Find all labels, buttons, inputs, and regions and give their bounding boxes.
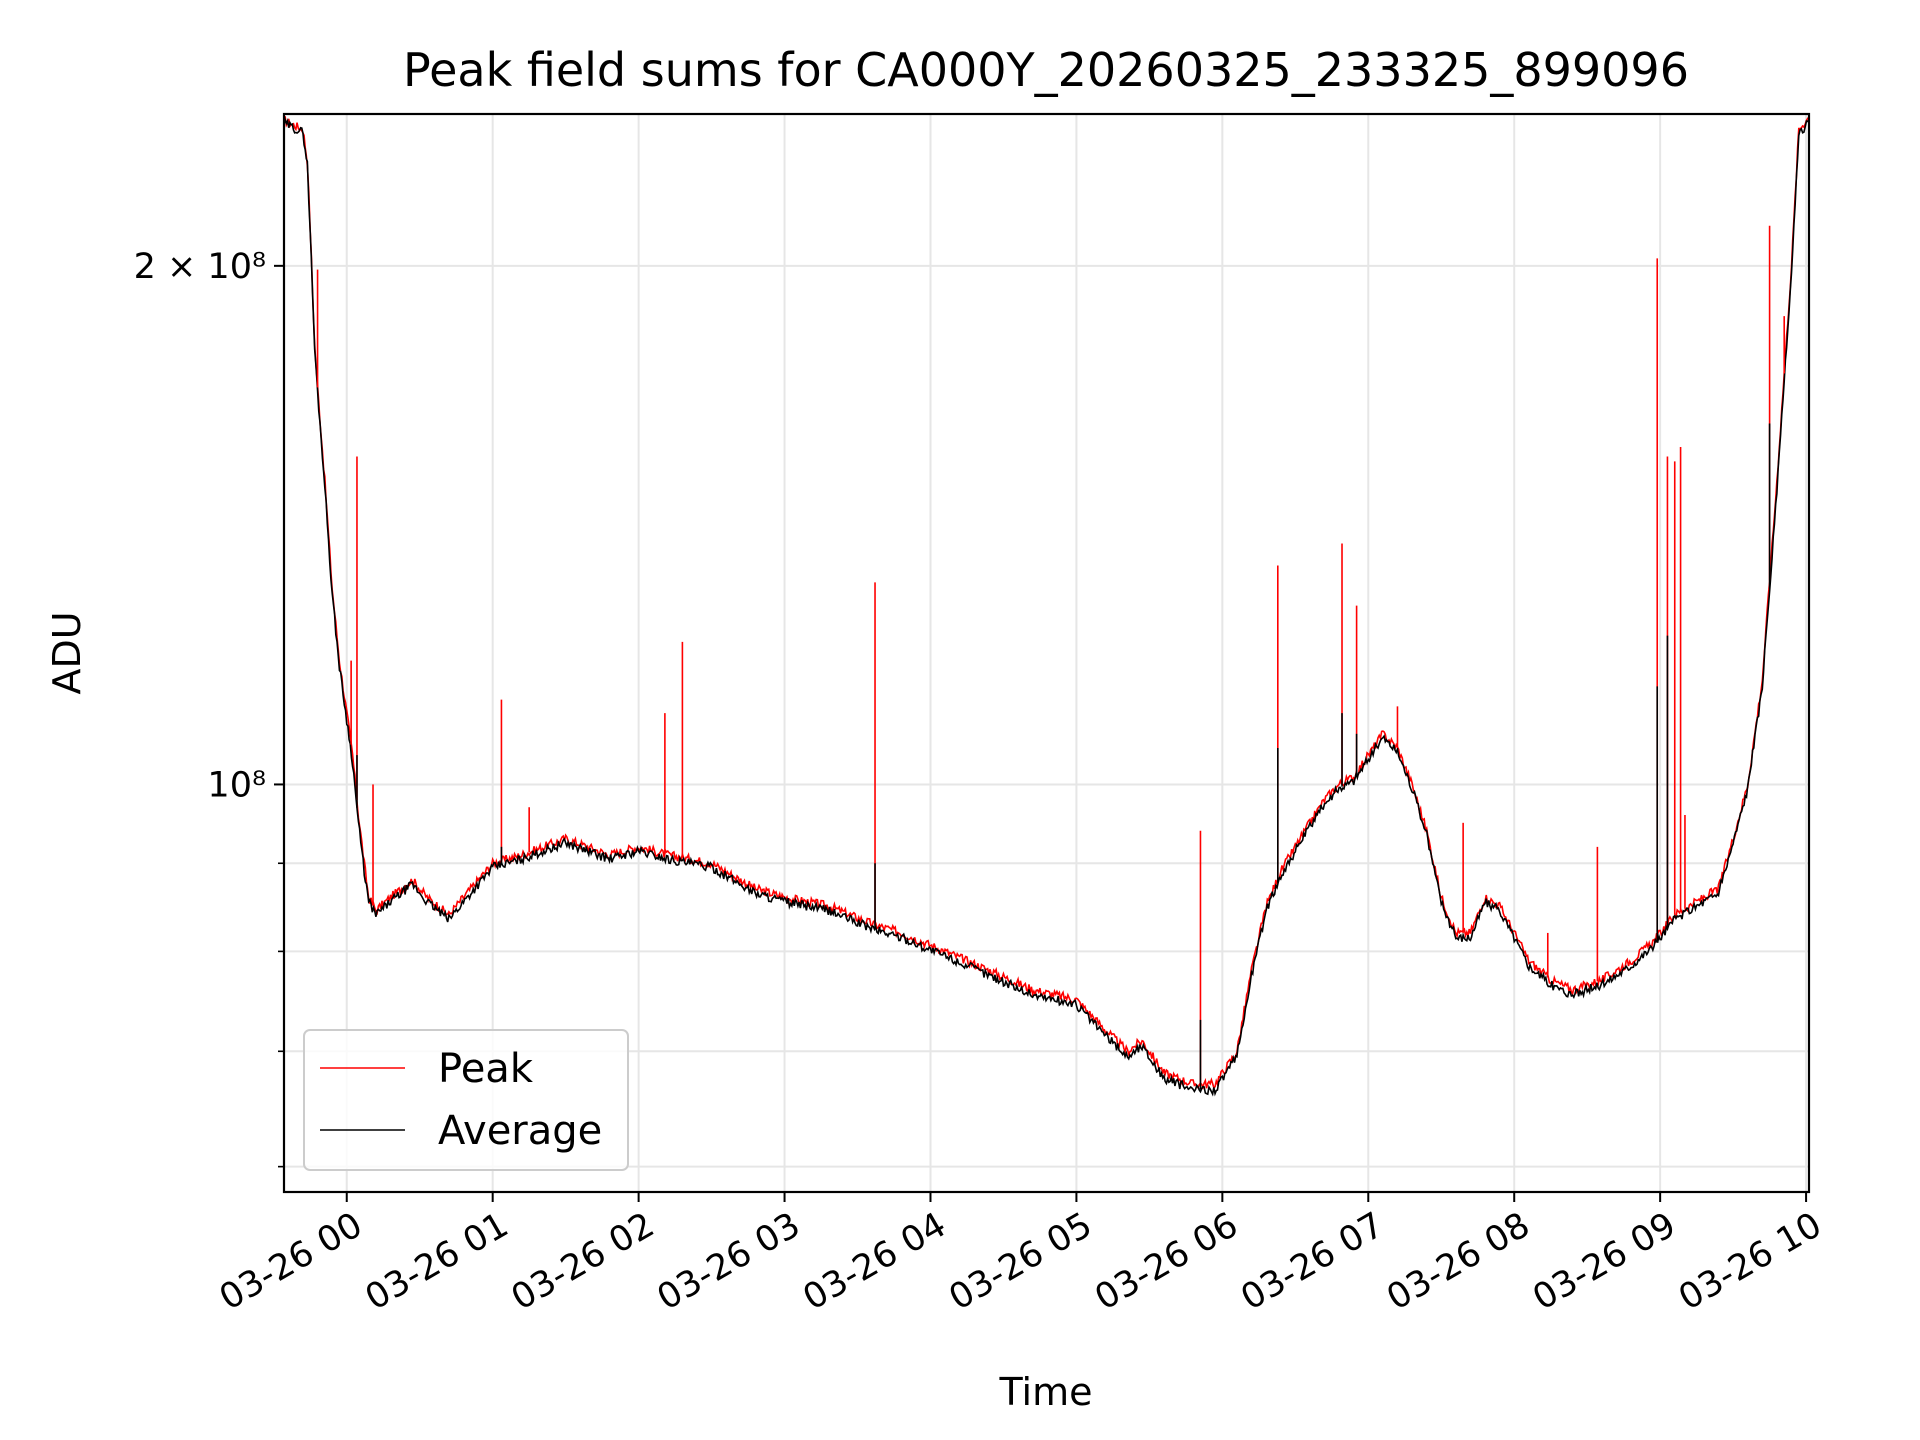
x-axis-title: Time [999, 1370, 1093, 1414]
y-tick-label: 10⁸ [207, 765, 266, 805]
peak-series-line [283, 115, 1810, 1090]
average-series-line [283, 116, 1810, 1097]
chart-title: Peak field sums for CA000Y_20260325_2333… [403, 43, 1689, 97]
plot-frame [282, 112, 1811, 1194]
y-axis-title: ADU [45, 611, 89, 694]
series-layer [283, 115, 1810, 1097]
legend-box [303, 1029, 629, 1171]
y-tick-label: 2 × 10⁸ [134, 247, 266, 287]
y-axis-ticks: 2 × 10⁸ 10⁸ [134, 247, 284, 1168]
legend-peak-label: Peak [438, 1046, 534, 1092]
spike-layer [316, 225, 1785, 1090]
legend: Peak Average [303, 1029, 629, 1171]
legend-average-label: Average [438, 1108, 602, 1154]
